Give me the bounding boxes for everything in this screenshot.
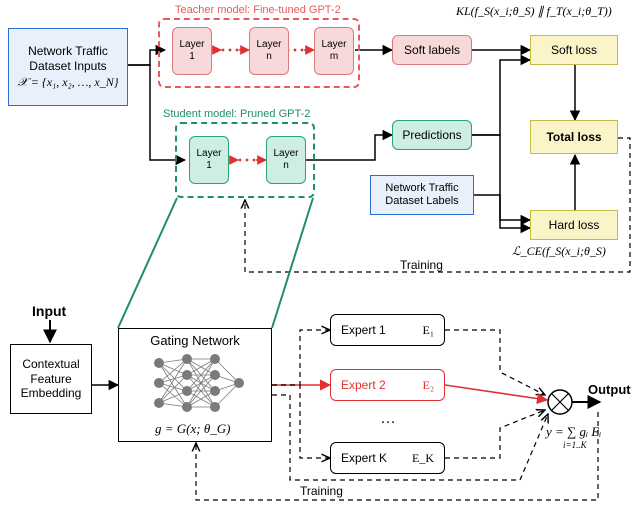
expert-k-box: Expert K E_K xyxy=(330,442,445,474)
soft-labels-box: Soft labels xyxy=(392,35,472,65)
student-label: Student model: Pruned GPT-2 xyxy=(163,108,310,120)
gating-formula: g = G(x; θ_G) xyxy=(155,421,230,437)
predictions-box: Predictions xyxy=(392,120,472,150)
kl-formula: KL(f_S(x_i;θ_S) ∥ f_T(x_i;θ_T)) xyxy=(456,4,612,19)
gating-title: Gating Network xyxy=(150,333,240,349)
output-label: Output xyxy=(588,382,631,397)
expert-1-sym: E₁ xyxy=(422,323,434,337)
labels-box: Network Traffic Dataset Labels xyxy=(370,175,474,215)
student-layer-n: Layer n xyxy=(266,136,306,184)
input-bottom-label: Input xyxy=(32,303,66,319)
input-math: 𝒳 = {x₁, x₂, …, x_N} xyxy=(17,75,118,89)
teacher-layer-n: Layer n xyxy=(249,27,289,75)
combine-bounds: i=1..K xyxy=(563,440,587,450)
total-loss-box: Total loss xyxy=(530,120,618,154)
experts-dots: … xyxy=(380,410,396,428)
input-box: Network Traffic Dataset Inputs 𝒳 = {x₁, … xyxy=(8,28,128,106)
expert-1-box: Expert 1 E₁ xyxy=(330,314,445,346)
training-bottom-label: Training xyxy=(300,484,343,498)
gating-box: Gating Network g = G(x; θ_G) xyxy=(118,328,272,442)
expert-2-sym: E₂ xyxy=(422,378,434,392)
expert-k-label: Expert K xyxy=(341,451,387,465)
expert-2-label: Expert 2 xyxy=(341,378,386,392)
expert-2-box: Expert 2 E₂ xyxy=(330,369,445,401)
combine-formula: y = ∑ gᵢ Eᵢ xyxy=(546,424,601,440)
teacher-label: Teacher model: Fine-tuned GPT-2 xyxy=(175,4,341,16)
training-top-label: Training xyxy=(400,258,443,272)
teacher-layer-1: Layer 1 xyxy=(172,27,212,75)
gating-nn-icon xyxy=(147,353,247,415)
expert-k-sym: E_K xyxy=(412,451,434,465)
student-layer-1: Layer 1 xyxy=(189,136,229,184)
soft-loss-box: Soft loss xyxy=(530,35,618,65)
ce-formula: ℒ_CE(f_S(x_i;θ_S) xyxy=(512,244,606,259)
embed-box: Contextual Feature Embedding xyxy=(10,344,92,414)
hard-loss-box: Hard loss xyxy=(530,210,618,240)
expert-1-label: Expert 1 xyxy=(341,323,386,337)
teacher-layer-m: Layer m xyxy=(314,27,354,75)
input-title: Network Traffic Dataset Inputs xyxy=(13,44,123,73)
